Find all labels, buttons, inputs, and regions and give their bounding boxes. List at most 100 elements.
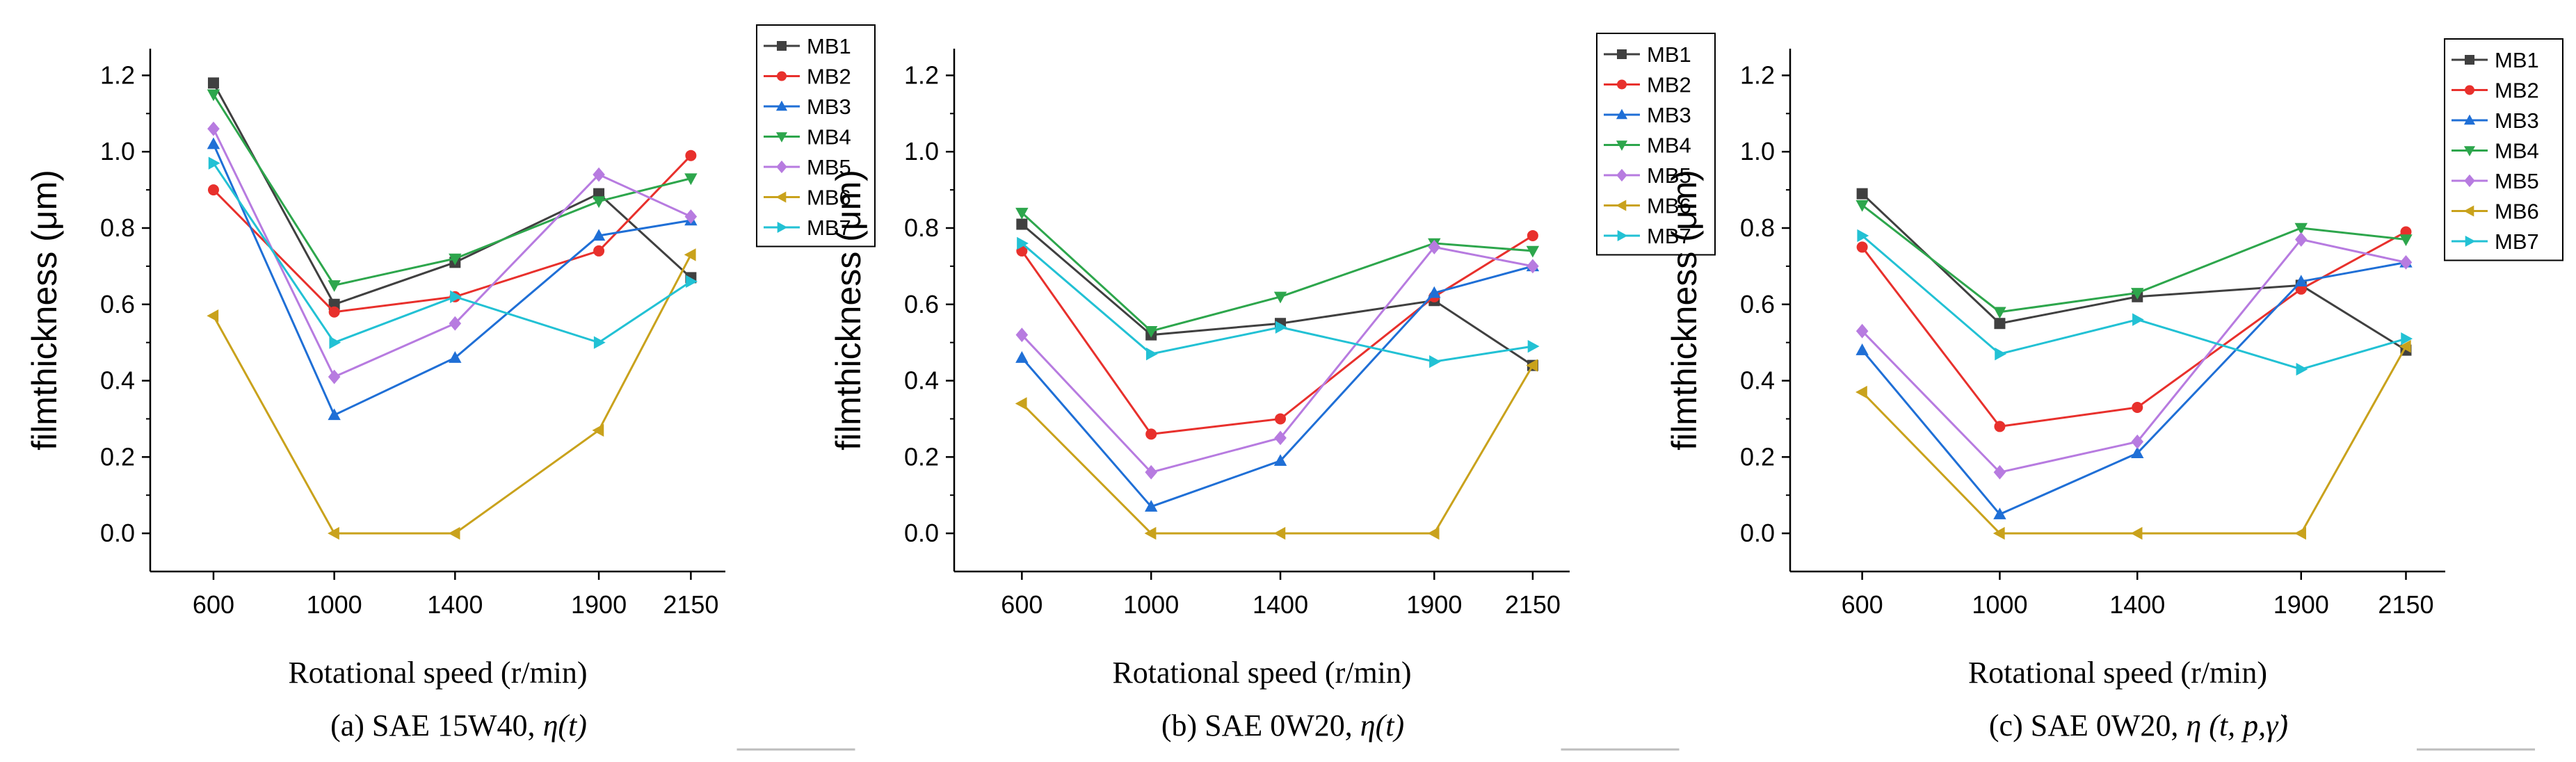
data-point-mb7 xyxy=(329,336,341,349)
data-point-mb3 xyxy=(1145,500,1158,512)
panel-caption: (c) SAE 0W20, η (t, p,γ̇) xyxy=(1989,708,2288,743)
data-point-mb4 xyxy=(1993,307,2006,319)
data-point-mb3 xyxy=(328,408,341,421)
y-tick-label: 0.6 xyxy=(100,290,135,318)
legend-label-mb7: MB7 xyxy=(807,216,851,240)
legend-marker-mb2 xyxy=(1617,79,1627,90)
legend-marker-mb5 xyxy=(776,160,787,174)
data-point-mb5 xyxy=(1855,323,1869,339)
data-point-mb3 xyxy=(449,351,462,363)
data-point-mb7 xyxy=(2296,362,2308,376)
data-point-mb3 xyxy=(1428,286,1441,298)
data-point-mb4 xyxy=(1015,207,1029,220)
data-point-mb2 xyxy=(1145,428,1157,440)
legend-marker-mb3 xyxy=(2463,114,2476,125)
y-tick-label: 1.0 xyxy=(100,137,135,165)
data-point-mb3 xyxy=(1015,351,1029,363)
caption-viscosity-symbol: η(t) xyxy=(1360,708,1404,743)
panel-caption: (b) SAE 0W20, η(t) xyxy=(1161,708,1404,743)
series-line-mb2 xyxy=(212,154,692,314)
x-tick-label: 1400 xyxy=(2109,590,2165,619)
data-point-mb6 xyxy=(2130,526,2143,540)
y-axis-label: filmthickness (μm) xyxy=(829,170,868,451)
data-point-mb4 xyxy=(328,280,341,292)
series-line-mb7 xyxy=(1861,234,2406,371)
data-point-mb2 xyxy=(328,306,340,318)
data-point-mb5 xyxy=(2399,254,2413,270)
y-tick-label: 0.4 xyxy=(1740,366,1775,395)
data-point-mb1 xyxy=(1856,188,1868,200)
data-point-mb4 xyxy=(2399,234,2413,247)
data-point-mb5 xyxy=(2294,232,2308,247)
data-point-mb2 xyxy=(1856,241,1868,253)
x-tick-label: 2150 xyxy=(2378,590,2433,619)
data-point-mb4 xyxy=(1855,200,1869,212)
data-point-mb7 xyxy=(2401,332,2413,346)
data-point-mb7 xyxy=(208,156,220,170)
y-tick-label: 0.0 xyxy=(904,519,939,547)
legend-marker-mb7 xyxy=(2465,235,2476,248)
legend-marker-mb7 xyxy=(777,221,788,234)
data-point-mb5 xyxy=(328,369,341,384)
series-line-mb2 xyxy=(1861,231,2407,428)
data-point-mb6 xyxy=(684,248,696,261)
y-tick-label: 0.4 xyxy=(904,366,939,395)
data-point-mb5 xyxy=(1145,464,1157,480)
series-line-mb3 xyxy=(1021,265,1533,508)
legend-marker-mb6 xyxy=(2463,205,2474,217)
legend-label-mb6: MB6 xyxy=(807,186,851,210)
x-tick-label: 1000 xyxy=(307,590,362,619)
data-point-mb6 xyxy=(2294,526,2306,540)
chart-panel-2: 0.0 0.2 0.4 0.6 0.8 1.0 1.2 600 1000 1400 1900 2150… xyxy=(829,33,1716,751)
data-point-mb3 xyxy=(207,137,220,149)
data-point-mb2 xyxy=(685,149,697,161)
data-point-mb3 xyxy=(2294,275,2308,287)
y-tick-label: 0.8 xyxy=(100,213,135,242)
y-tick-label: 1.2 xyxy=(1740,60,1775,89)
data-point-mb2 xyxy=(1527,229,1538,241)
series-line-mb1 xyxy=(1861,193,2407,351)
data-point-mb7 xyxy=(1527,339,1540,353)
legend-marker-mb3 xyxy=(775,100,788,111)
legend-label-mb4: MB4 xyxy=(1647,133,1691,158)
legend-label-mb7: MB7 xyxy=(2495,229,2539,254)
legend-marker-mb3 xyxy=(1616,108,1628,120)
data-point-mb7 xyxy=(450,290,462,303)
x-tick-label: 600 xyxy=(1842,590,1883,619)
legend: MB1 MB2 MB3 MB4 MB5 MB6 MB7 xyxy=(756,24,876,248)
data-point-mb6 xyxy=(592,423,604,437)
y-tick-label: 1.0 xyxy=(904,137,939,165)
legend-label-mb2: MB2 xyxy=(1647,73,1691,97)
y-tick-label: 0.0 xyxy=(1740,519,1775,547)
chart-panel-3: 0.0 0.2 0.4 0.6 0.8 1.0 1.2 600 1000 1400 1900 2150… xyxy=(1665,38,2563,751)
x-tick-label: 2150 xyxy=(663,590,718,619)
x-axis-label: Rotational speed (r/min) xyxy=(288,656,587,690)
data-point-mb6 xyxy=(2399,339,2411,353)
legend-label-mb3: MB3 xyxy=(1647,103,1691,127)
legend-label-mb1: MB1 xyxy=(1647,42,1691,67)
data-point-mb7 xyxy=(1275,321,1287,334)
data-point-mb2 xyxy=(593,245,605,257)
data-point-mb7 xyxy=(1017,236,1029,250)
y-tick-label: 1.2 xyxy=(100,60,135,89)
legend-marker-mb1 xyxy=(777,41,787,51)
x-tick-label: 1900 xyxy=(1406,590,1462,619)
legend-label-mb5: MB5 xyxy=(1647,163,1691,188)
data-point-mb5 xyxy=(1274,430,1287,446)
data-point-mb6 xyxy=(1273,526,1286,540)
legend-marker-mb5 xyxy=(2464,174,2475,188)
legend: MB1 MB2 MB3 MB4 MB5 MB6 MB7 xyxy=(2444,38,2563,261)
legend-marker-mb6 xyxy=(775,191,787,203)
legend-marker-mb1 xyxy=(1617,49,1627,59)
legend-marker-mb4 xyxy=(1616,140,1628,151)
legend-label-mb1: MB1 xyxy=(807,34,851,58)
data-point-mb5 xyxy=(1993,464,2006,480)
data-point-mb5 xyxy=(1527,259,1539,274)
data-point-mb1 xyxy=(1994,318,2006,330)
x-tick-label: 1400 xyxy=(1253,590,1308,619)
caption-viscosity-symbol: η (t, p,γ̇) xyxy=(2186,708,2288,743)
legend-marker-mb2 xyxy=(2465,85,2474,95)
legend-label-mb6: MB6 xyxy=(2495,200,2539,224)
legend-marker-mb2 xyxy=(777,71,787,81)
data-point-mb6 xyxy=(1015,397,1027,410)
